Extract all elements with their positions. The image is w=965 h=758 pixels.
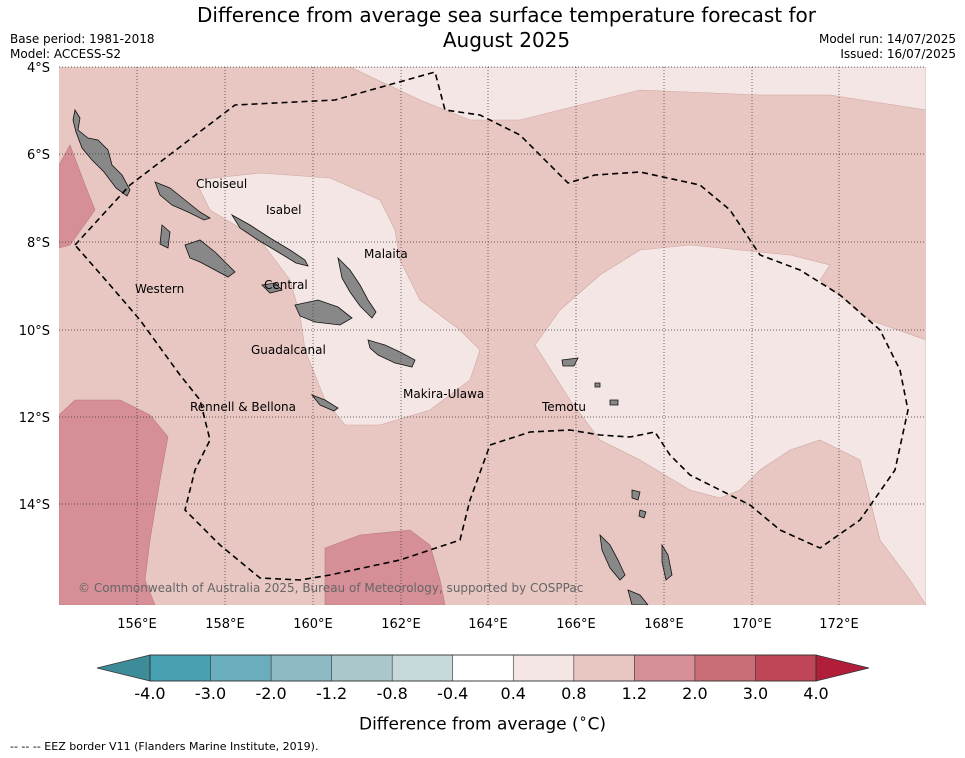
title-line-1: Difference from average sea surface temp… [196,3,816,27]
colorbar-tick-label: -2.0 [255,684,286,700]
colorbar-segments [149,654,817,682]
copyright-text: © Commonwealth of Australia 2025, Bureau… [78,581,583,595]
meta-left: Base period: 1981-2018 Model: ACCESS-S2 [10,32,155,62]
colorbar-tick-label: 4.0 [803,684,828,700]
lat-label-6s: 6°S [27,148,50,163]
anomaly-west-warm [59,144,96,249]
lon-label-156e: 156°E [117,617,157,632]
lon-label-166e: 166°E [556,617,596,632]
colorbar-segment [755,654,817,682]
model-run: Model run: 14/07/2025 [818,32,956,46]
colorbar-title: Difference from average (∘C) [358,711,607,735]
colorbar-tick-label: -0.4 [437,684,468,700]
island-isabel [230,213,309,267]
chart-title: Difference from average sea surface temp… [0,3,965,53]
region-rennell-bellona: Rennell & Bellona [190,400,296,414]
island-makira [367,339,416,368]
region-temotu: Temotu [541,400,586,414]
lat-label-12s: 12°S [19,411,50,426]
lon-label-162e: 162°E [381,617,421,632]
anomaly-south-warm [324,529,446,605]
lat-label-14s: 14°S [19,498,50,513]
colorbar-segment [391,654,454,682]
island-vanuatu-1 [599,533,626,581]
island-vanuatu-5 [638,509,647,519]
islands [72,108,673,605]
colorbar-tick-label: -0.8 [377,684,408,700]
island-western-2 [184,239,236,278]
colorbar-segment [331,654,393,682]
lat-label-4s: 4°S [27,61,50,76]
lon-label-172e: 172°E [819,617,859,632]
colorbar-tick-label: 1.2 [622,684,647,700]
colorbar-tick-label: -1.2 [316,684,347,700]
region-western: Western [135,282,184,296]
colorbar-segment [270,654,333,682]
colorbar-tick-label: -4.0 [134,684,165,700]
footnote: -- -- -- EEZ border V11 (Flanders Marine… [10,740,319,753]
issued-date: Issued: 16/07/2025 [840,47,956,61]
title-line-2: August 2025 [442,28,571,52]
island-temotu-small [594,382,601,388]
lat-labels: 4°S 6°S 8°S 10°S 12°S 14°S [19,61,50,513]
anomaly-southwest-warm [59,399,169,605]
region-isabel: Isabel [266,203,301,217]
island-guadalcanal [294,299,353,326]
colorbar-segment [512,654,575,682]
base-period: Base period: 1981-2018 [10,32,155,46]
colorbar-ticks: -4.0 -3.0 -2.0 -1.2 -0.8 -0.4 0.4 0.8 1.2 2.0 3.0 4… [134,684,828,700]
colorbar-segment [573,654,636,682]
region-choiseul: Choiseul [196,177,247,191]
colorbar-frame [149,654,817,682]
colorbar-tick-label: 2.0 [682,684,707,700]
island-choiseul-north [72,108,131,197]
island-choiseul [154,181,211,221]
region-guadalcanal: Guadalcanal [251,343,326,357]
gridlines [59,66,926,605]
lat-label-10s: 10°S [19,324,50,339]
island-vanuatu-4 [631,489,641,501]
colorbar-tick-label: 3.0 [743,684,768,700]
meta-right: Model run: 14/07/2025 Issued: 16/07/2025 [819,32,956,62]
colorbar-segment [452,654,515,682]
lon-label-168e: 168°E [644,617,684,632]
region-labels: Choiseul Isabel Malaita Western Central … [135,177,586,414]
anomaly-east-light [534,244,926,605]
island-vanuatu-3 [661,543,673,581]
anomaly-ne-light [349,67,926,121]
island-temotu-small-2 [609,399,619,406]
colorbar-tick-label: 0.4 [501,684,526,700]
model-name: Model: ACCESS-S2 [10,47,122,61]
map-fields [59,67,926,605]
colorbar-tick-label: -3.0 [195,684,226,700]
colorbar-segment [149,654,212,682]
colorbar-tick-label: 0.8 [561,684,586,700]
colorbar-segment [634,654,696,682]
lon-label-164e: 164°E [468,617,508,632]
colorbar-segment [694,654,757,682]
island-central [261,282,283,294]
lon-label-158e: 158°E [205,617,245,632]
lon-labels: 156°E 158°E 160°E 162°E 164°E 166°E 168°… [117,617,859,632]
island-malaita [337,256,377,319]
colorbar-under-arrow [96,654,151,682]
eez-border [73,71,909,581]
colorbar-over-arrow [815,654,870,682]
colorbar-segment [210,654,272,682]
lon-label-170e: 170°E [732,617,772,632]
region-malaita: Malaita [364,247,408,261]
island-temotu [561,357,579,367]
island-vanuatu-2 [627,589,649,605]
region-makira-ulawa: Makira-Ulawa [403,387,484,401]
colorbar: -4.0 -3.0 -2.0 -1.2 -0.8 -0.4 0.4 0.8 1.2 2.0 3.0 4… [96,654,870,700]
lon-label-160e: 160°E [293,617,333,632]
sst-map: 4°S 6°S 8°S 10°S 12°S 14°S 156°E 158°E 1… [19,61,926,700]
region-central: Central [264,278,308,292]
island-rennell [310,394,339,412]
lat-label-8s: 8°S [27,236,50,251]
